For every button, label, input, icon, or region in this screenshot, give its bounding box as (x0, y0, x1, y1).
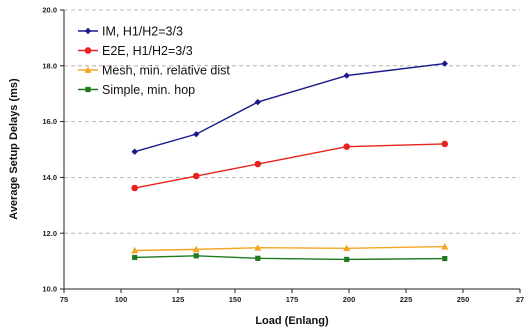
data-point (441, 60, 448, 67)
series-1 (131, 60, 448, 155)
x-tick-label: 250 (457, 295, 470, 304)
data-point (441, 140, 449, 148)
legend: IM, H1/H2=3/3 E2E, H1/H2=3/3 Mesh, min. re… (78, 24, 230, 97)
data-point (193, 253, 199, 259)
x-axis-ticks: 75 100 125 150 175 200 225 250 27 (60, 289, 524, 304)
data-point (192, 245, 200, 253)
legend-marker (84, 47, 92, 54)
legend-item: IM, H1/H2=3/3 (78, 24, 183, 38)
data-point (343, 244, 351, 252)
data-point (344, 256, 350, 263)
legend-label: E2E, H1/H2=3/3 (102, 44, 193, 58)
legend-item: E2E, H1/H2=3/3 (78, 44, 193, 58)
data-point (131, 246, 139, 254)
data-point (254, 98, 261, 106)
data-point (132, 254, 138, 261)
y-tick-label: 18.0 (42, 61, 57, 70)
data-point (254, 160, 262, 168)
data-point (254, 244, 262, 251)
data-series (131, 60, 449, 263)
y-axis-ticks: 10.0 12.0 14.0 16.0 18.0 20.0 (42, 6, 64, 294)
legend-marker (84, 27, 92, 35)
legend-label: IM, H1/H2=3/3 (102, 24, 183, 38)
series-4 (132, 253, 448, 263)
legend-label: Mesh, min. relative dist (102, 63, 230, 77)
x-tick-label: 200 (343, 295, 356, 304)
data-point (131, 148, 138, 155)
y-tick-label: 20.0 (42, 6, 57, 15)
x-tick-label: 125 (172, 295, 185, 304)
data-point (192, 172, 200, 180)
y-axis-label: Average Setup Delays (ms) (8, 78, 20, 220)
series-3 (131, 242, 449, 254)
data-point (193, 130, 200, 138)
data-point (131, 184, 138, 192)
legend-item: Mesh, min. relative dist (78, 63, 230, 77)
y-tick-label: 16.0 (42, 117, 57, 126)
y-tick-label: 12.0 (42, 229, 57, 238)
y-tick-label: 14.0 (42, 173, 57, 182)
x-axis-label: Load (Enlang) (255, 315, 329, 327)
data-point (255, 255, 261, 261)
series-2 (131, 140, 449, 192)
legend-marker (85, 86, 91, 93)
legend-label: Simple, min. hop (102, 83, 195, 97)
y-tick-label: 10.0 (42, 285, 57, 294)
x-tick-label: 150 (229, 295, 242, 304)
data-point (343, 72, 350, 79)
x-tick-label: 225 (400, 295, 413, 304)
legend-item: Simple, min. hop (78, 83, 195, 97)
legend-marker (84, 66, 92, 73)
x-tick-label: 175 (286, 295, 299, 304)
data-point (442, 255, 448, 262)
data-point (441, 242, 449, 250)
data-point (343, 143, 351, 151)
x-tick-label: 75 (60, 295, 68, 304)
x-tick-label: 27 (516, 295, 524, 304)
x-tick-label: 100 (115, 295, 128, 304)
